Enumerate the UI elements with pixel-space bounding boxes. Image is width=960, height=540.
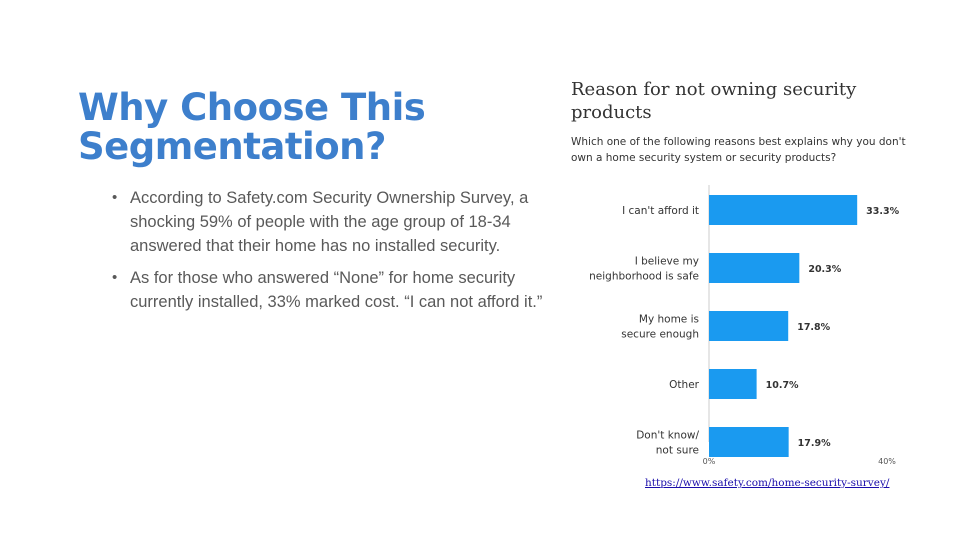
category-label: My home is [639, 314, 699, 326]
category-label: I believe my [635, 256, 699, 268]
bar [709, 195, 858, 225]
bullet-item: • As for those who answered “None” for h… [112, 266, 552, 314]
bar-chart: 33.3% I can't afford it 20.3% I believe my n… [589, 185, 900, 466]
category-label: neighborhood is safe [589, 271, 699, 283]
bar [709, 427, 789, 457]
source-link[interactable]: https://www.safety.com/home-security-sur… [645, 477, 890, 489]
bar [709, 369, 757, 399]
slide-title: Why Choose This Segmentation? [78, 86, 426, 168]
bullet-text: As for those who answered “None” for hom… [130, 269, 543, 311]
category-label: Don't know/ [636, 430, 699, 442]
category-label: I can't afford it [622, 205, 699, 217]
bullet-text: According to Safety.com Security Ownersh… [130, 189, 529, 255]
bullet-marker: • [112, 189, 118, 206]
bar-value-label: 10.7% [766, 380, 799, 391]
bar [709, 253, 800, 283]
bar-value-label: 20.3% [808, 264, 841, 275]
x-tick-label: 0% [703, 457, 716, 466]
bar [709, 311, 789, 341]
chart-subtitle: Which one of the following reasons best … [571, 136, 906, 164]
bar-value-label: 17.8% [797, 322, 830, 333]
bullet-list: • According to Safety.com Security Owner… [112, 186, 552, 322]
bar-value-label: 17.9% [798, 438, 831, 449]
bar-value-label: 33.3% [866, 206, 899, 217]
x-tick-label: 40% [878, 457, 896, 466]
bullet-item: • According to Safety.com Security Owner… [112, 186, 552, 258]
category-label: not sure [656, 445, 699, 457]
category-label: Other [669, 379, 699, 391]
bullet-marker: • [112, 269, 118, 286]
chart-title: Reason for not owning security products [571, 79, 857, 123]
category-label: secure enough [621, 329, 699, 341]
